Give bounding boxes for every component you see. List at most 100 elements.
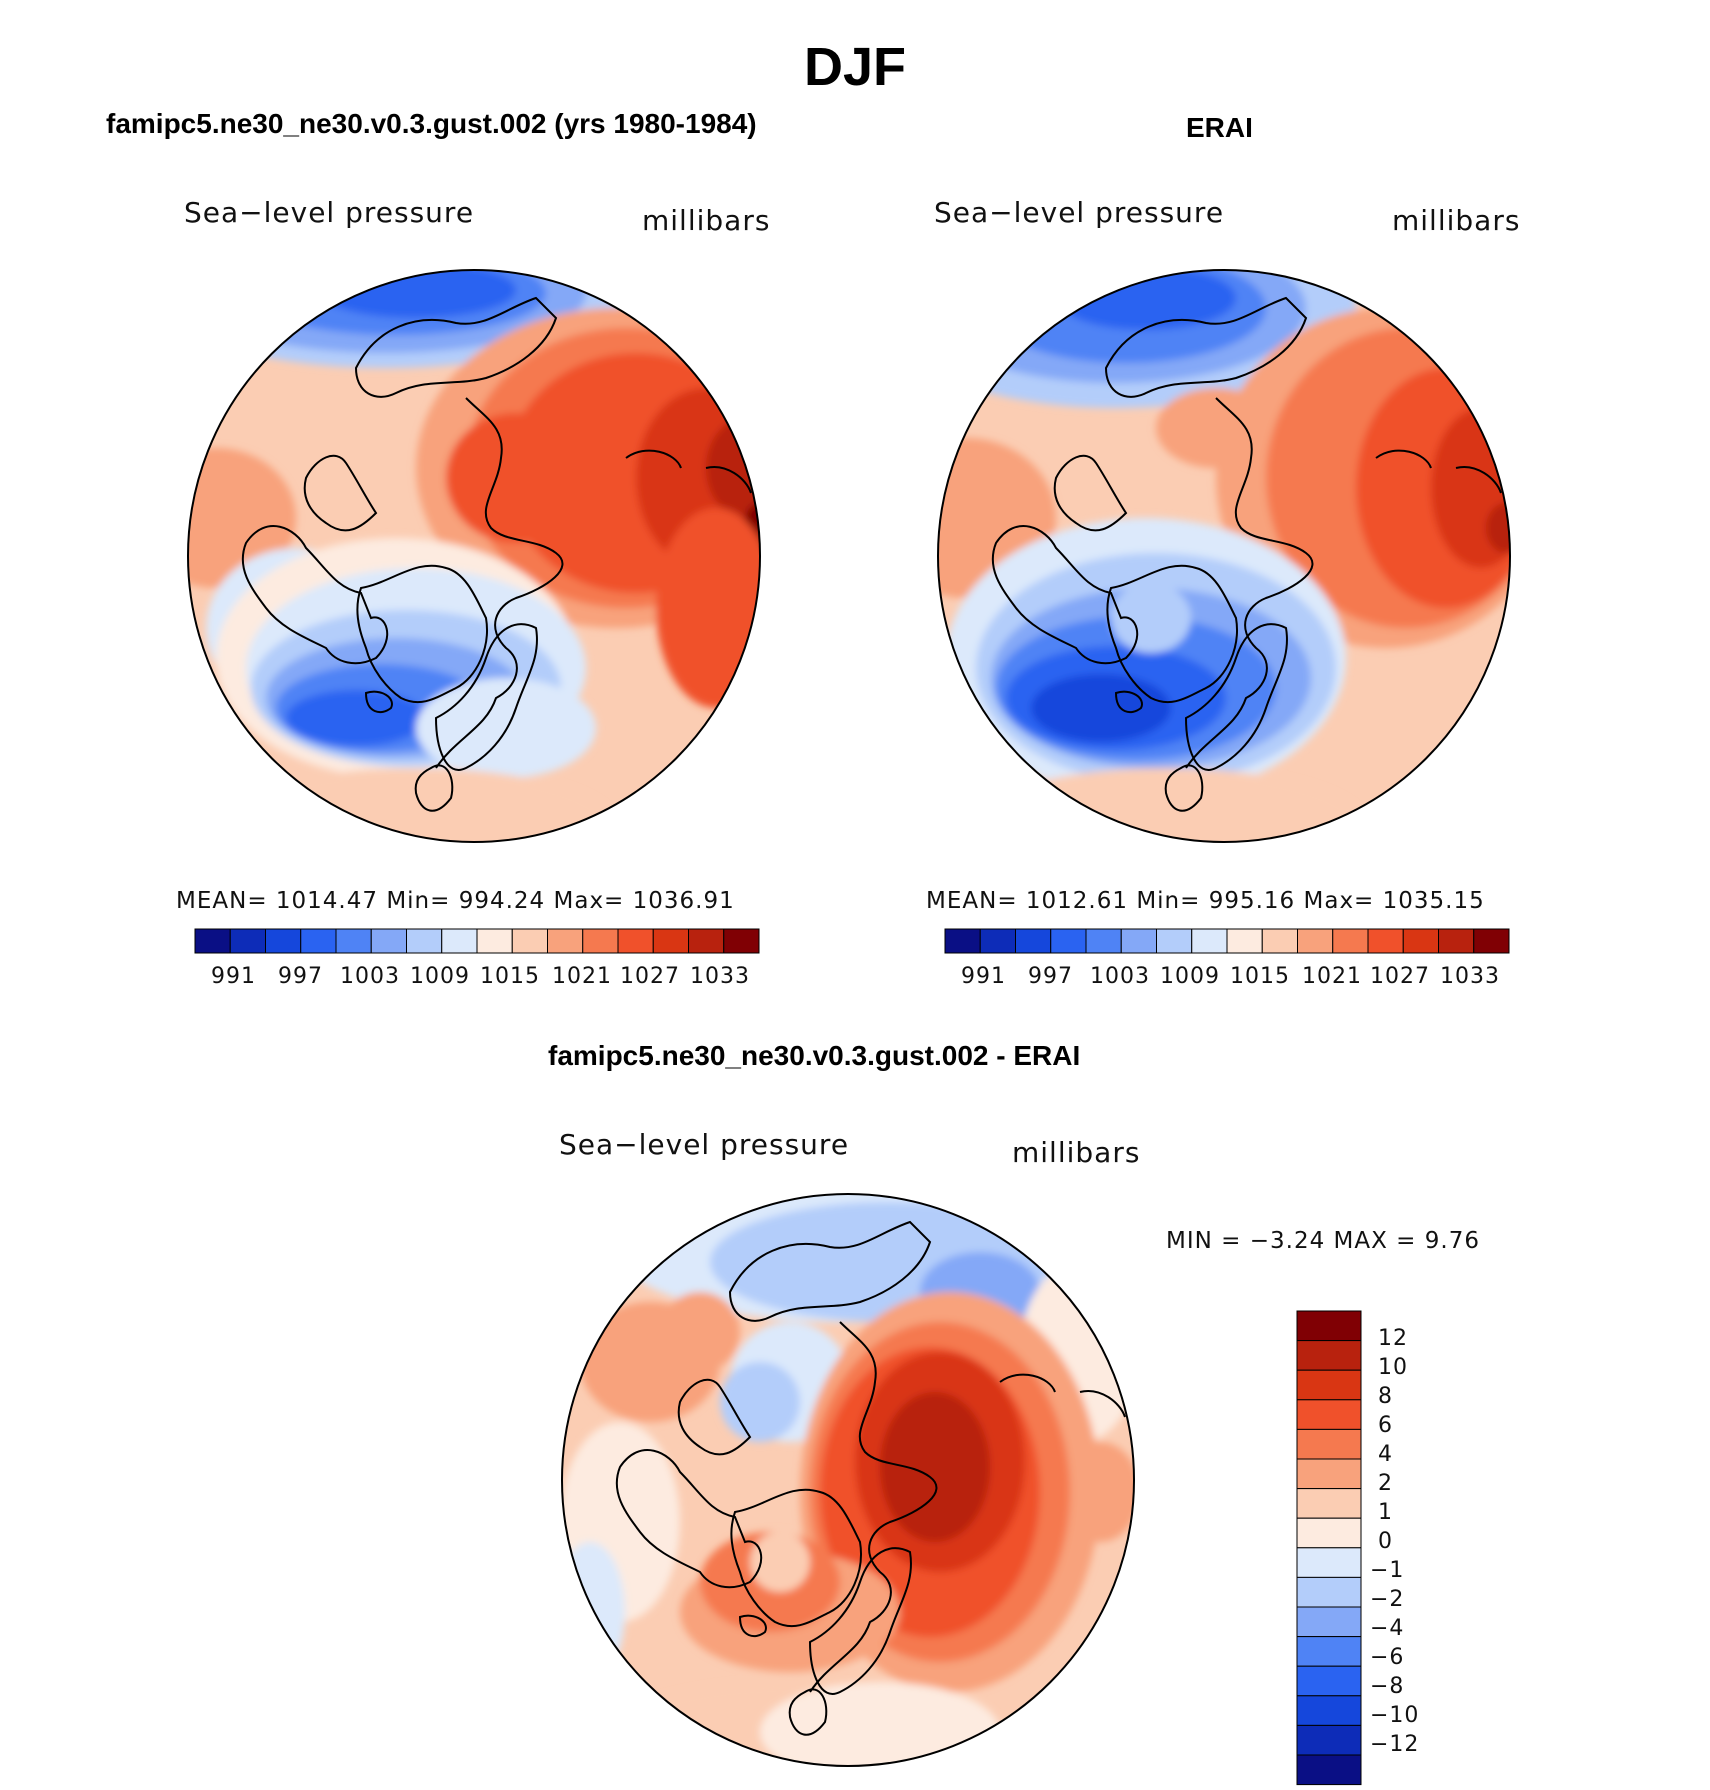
colorbar-ticks-obs: 991 997 1003 1009 1015 1021 1027 1033 xyxy=(0,964,1710,994)
colorbar-swatch xyxy=(1296,1665,1362,1697)
colorbar-swatch xyxy=(265,928,302,954)
colorbar-swatch xyxy=(1296,1576,1362,1608)
colorbar-tick: −8 xyxy=(1370,1674,1405,1699)
colorbar-swatch xyxy=(652,928,689,954)
colorbar-tick: 1027 xyxy=(620,964,680,989)
colorbar-ticks-model: 991 997 1003 1009 1015 1021 1027 1033 xyxy=(0,964,1710,994)
colorbar-swatch xyxy=(1296,1517,1362,1549)
colorbar-tick: 1021 xyxy=(1302,964,1362,989)
colorbar-tick: 1009 xyxy=(410,964,470,989)
colorbar-obs xyxy=(944,928,1510,954)
colorbar-swatch xyxy=(1473,928,1510,954)
colorbar-ticks-diff: 12 10 8 6 4 2 1 0 −1 −2 −4 −6 −8 −10 −12 xyxy=(1370,1310,1498,1788)
colorbar-swatch xyxy=(1296,1695,1362,1726)
colorbar-tick: 1003 xyxy=(1090,964,1150,989)
stats-obs: MEAN= 1012.61 Min= 995.16 Max= 1035.15 xyxy=(926,888,1485,914)
panel-title-obs: ERAI xyxy=(1186,112,1253,143)
colorbar-swatch xyxy=(1296,1369,1362,1401)
colorbar-swatch xyxy=(335,928,372,954)
colorbar-tick: 997 xyxy=(278,964,323,989)
colorbar-tick: −10 xyxy=(1370,1703,1420,1728)
colorbar-swatch xyxy=(194,928,231,954)
colorbar-swatch xyxy=(476,928,513,954)
colorbar-swatch xyxy=(1296,1547,1362,1578)
stats-model: MEAN= 1014.47 Min= 994.24 Max= 1036.91 xyxy=(176,888,735,914)
colorbar-tick: 2 xyxy=(1378,1471,1393,1496)
colorbar-tick: 1015 xyxy=(1230,964,1290,989)
colorbar-model xyxy=(194,928,760,954)
polar-map-diff xyxy=(561,1193,1135,1767)
colorbar-swatch xyxy=(1296,1340,1362,1371)
colorbar-swatch xyxy=(1367,928,1404,954)
colorbar-swatch xyxy=(979,928,1016,954)
colorbar-tick: −4 xyxy=(1370,1616,1405,1641)
colorbar-swatch xyxy=(1296,1488,1362,1519)
colorbar-swatch xyxy=(1296,1754,1362,1786)
colorbar-tick: −2 xyxy=(1370,1587,1405,1612)
colorbar-tick: 12 xyxy=(1378,1326,1408,1351)
colorbar-swatch xyxy=(300,928,337,954)
stats-diff: MIN = −3.24 MAX = 9.76 xyxy=(1166,1228,1480,1254)
colorbar-tick: 1009 xyxy=(1160,964,1220,989)
colorbar-swatch xyxy=(944,928,981,954)
colorbar-swatch xyxy=(1120,928,1157,954)
colorbar-tick: 1 xyxy=(1378,1500,1393,1525)
colorbar-tick: 991 xyxy=(961,964,1006,989)
units-label-model: millibars xyxy=(642,204,771,237)
panel-title-diff: famipc5.ne30_ne30.v0.3.gust.002 - ERAI xyxy=(548,1040,1081,1071)
colorbar-swatch xyxy=(229,928,266,954)
colorbar-tick: 1033 xyxy=(1440,964,1500,989)
variable-label-obs: Sea−level pressure xyxy=(934,196,1225,229)
colorbar-swatch xyxy=(406,928,443,954)
colorbar-tick: 6 xyxy=(1378,1413,1393,1438)
colorbar-swatch xyxy=(688,928,725,954)
colorbar-swatch xyxy=(370,928,407,954)
colorbar-swatch xyxy=(1050,928,1087,954)
colorbar-swatch xyxy=(547,928,584,954)
figure-title: DJF xyxy=(803,37,906,97)
colorbar-tick: 4 xyxy=(1378,1442,1393,1467)
colorbar-tick: 997 xyxy=(1028,964,1073,989)
colorbar-tick: −1 xyxy=(1370,1558,1405,1583)
panel-title-model: famipc5.ne30_ne30.v0.3.gust.002 (yrs 198… xyxy=(106,108,757,139)
colorbar-swatch xyxy=(441,928,478,954)
colorbar-tick: 0 xyxy=(1378,1529,1393,1554)
colorbar-swatch xyxy=(1296,1399,1362,1430)
colorbar-tick: 1027 xyxy=(1370,964,1430,989)
colorbar-swatch xyxy=(582,928,619,954)
colorbar-swatch xyxy=(1296,1458,1362,1490)
colorbar-swatch xyxy=(1438,928,1475,954)
variable-label-diff: Sea−level pressure xyxy=(559,1128,850,1161)
polar-map-obs xyxy=(937,269,1511,843)
colorbar-tick: 10 xyxy=(1378,1355,1408,1380)
colorbar-swatch xyxy=(1261,928,1298,954)
units-label-diff: millibars xyxy=(1012,1136,1141,1169)
colorbar-swatch xyxy=(1297,928,1334,954)
colorbar-tick: −6 xyxy=(1370,1645,1405,1670)
colorbar-swatch xyxy=(1191,928,1228,954)
colorbar-swatch xyxy=(1402,928,1439,954)
colorbar-swatch xyxy=(1332,928,1369,954)
colorbar-tick: 1033 xyxy=(690,964,750,989)
colorbar-tick: 991 xyxy=(211,964,256,989)
colorbar-swatch xyxy=(1296,1606,1362,1638)
polar-map-model xyxy=(187,269,761,843)
colorbar-swatch xyxy=(1226,928,1263,954)
units-label-obs: millibars xyxy=(1392,204,1521,237)
colorbar-tick: 1021 xyxy=(552,964,612,989)
colorbar-tick: −12 xyxy=(1370,1732,1420,1757)
colorbar-tick: 1015 xyxy=(480,964,540,989)
colorbar-swatch xyxy=(1085,928,1122,954)
colorbar-swatch xyxy=(1015,928,1052,954)
colorbar-swatch xyxy=(1296,1724,1362,1756)
colorbar-swatch xyxy=(723,928,760,954)
colorbar-swatch xyxy=(617,928,654,954)
variable-label-model: Sea−level pressure xyxy=(184,196,475,229)
colorbar-swatch xyxy=(1296,1428,1362,1460)
colorbar-tick: 1003 xyxy=(340,964,400,989)
colorbar-swatch xyxy=(1296,1636,1362,1667)
colorbar-tick: 8 xyxy=(1378,1384,1393,1409)
colorbar-diff xyxy=(1296,1310,1362,1786)
colorbar-swatch xyxy=(1296,1310,1362,1342)
colorbar-swatch xyxy=(1156,928,1193,954)
